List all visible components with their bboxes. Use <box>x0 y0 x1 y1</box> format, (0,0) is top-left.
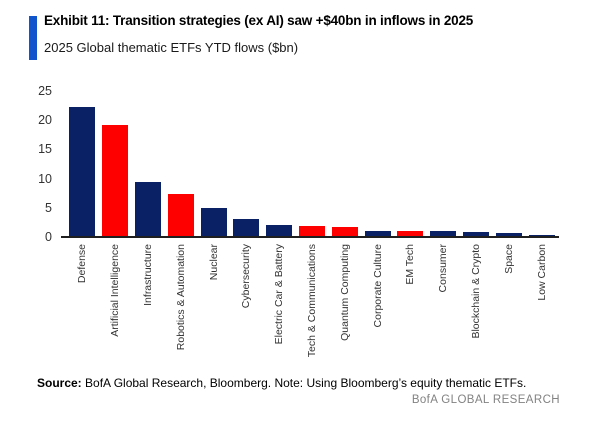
bar-column-quantum-computing <box>328 91 361 237</box>
x-tick-quantum-computing: Quantum Computing <box>328 244 361 372</box>
y-tick-label-0: 0 <box>45 230 52 244</box>
bar-column-blockchain-crypto <box>460 91 493 237</box>
x-axis-line <box>61 236 559 238</box>
x-tick-blockchain-crypto: Blockchain & Crypto <box>460 244 493 372</box>
x-axis: Defense Artificial Intelligence Infrastruc… <box>66 244 558 372</box>
x-tick-space: Space <box>492 244 525 372</box>
exhibit-title: Exhibit 11: Transition strategies (ex AI… <box>44 13 474 28</box>
x-tick-robotics-automation: Robotics & Automation <box>164 244 197 372</box>
bar-defense <box>69 107 96 237</box>
x-tick-label: Corporate Culture <box>371 244 384 328</box>
x-tick-infrastructure: Infrastructure <box>132 244 165 372</box>
x-tick-label: Low Carbon <box>535 244 548 301</box>
x-tick-label: Consumer <box>437 244 450 293</box>
bar-column-defense <box>66 91 99 237</box>
source-text: BofA Global Research, Bloomberg. Note: U… <box>81 376 527 390</box>
x-tick-label: Artificial Intelligence <box>109 244 122 337</box>
x-tick-low-carbon: Low Carbon <box>525 244 558 372</box>
bar-column-cybersecurity <box>230 91 263 237</box>
x-tick-label: Space <box>502 244 515 274</box>
bar-consumer <box>430 231 457 237</box>
x-tick-label: Tech & Communications <box>305 244 318 358</box>
y-tick-label-20: 20 <box>38 113 52 128</box>
x-tick-label: Quantum Computing <box>338 244 351 341</box>
x-tick-label: Nuclear <box>207 244 220 281</box>
y-tick-label-15: 15 <box>38 142 52 157</box>
chart-subtitle: 2025 Global thematic ETFs YTD flows ($bn… <box>44 40 299 55</box>
y-tick-label-5: 5 <box>45 200 52 215</box>
bar-infrastructure <box>134 182 161 237</box>
bar-space <box>495 233 522 237</box>
x-tick-corporate-culture: Corporate Culture <box>361 244 394 372</box>
bar-robotics-automation <box>167 194 194 237</box>
brand-watermark: BofA GLOBAL RESEARCH <box>411 394 560 406</box>
bar-column-em-tech <box>394 91 427 237</box>
exhibit-accent-bar <box>29 16 37 60</box>
x-tick-label: EM Tech <box>404 244 417 285</box>
bar-column-robotics-automation <box>164 91 197 237</box>
bar-cybersecurity <box>233 219 260 237</box>
y-tick-label-25: 25 <box>38 84 52 98</box>
bar-column-infrastructure <box>132 91 165 237</box>
x-tick-nuclear: Nuclear <box>197 244 230 372</box>
x-tick-cybersecurity: Cybersecurity <box>230 244 263 372</box>
x-tick-artificial-intelligence: Artificial Intelligence <box>99 244 132 372</box>
bar-em-tech <box>397 231 424 237</box>
x-tick-label: Cybersecurity <box>240 244 253 309</box>
bar-blockchain-crypto <box>462 232 489 237</box>
bar-nuclear <box>200 208 227 237</box>
plot-area <box>66 91 558 237</box>
bar-column-consumer <box>427 91 460 237</box>
source-note: Source: BofA Global Research, Bloomberg.… <box>37 376 577 390</box>
bar-quantum-computing <box>331 227 358 237</box>
x-tick-label: Defense <box>76 244 89 284</box>
bar-column-nuclear <box>197 91 230 237</box>
x-tick-consumer: Consumer <box>427 244 460 372</box>
source-label: Source: <box>37 376 82 390</box>
bar-column-space <box>492 91 525 237</box>
x-tick-em-tech: EM Tech <box>394 244 427 372</box>
x-tick-label: Robotics & Automation <box>174 244 187 351</box>
bar-column-artificial-intelligence <box>99 91 132 237</box>
bar-artificial-intelligence <box>102 125 129 237</box>
x-tick-defense: Defense <box>66 244 99 372</box>
x-tick-label: Blockchain & Crypto <box>469 244 482 339</box>
bar-column-low-carbon <box>525 91 558 237</box>
bar-column-tech-communications <box>296 91 329 237</box>
bar-tech-communications <box>298 226 325 237</box>
bar-column-electric-car-battery <box>263 91 296 237</box>
x-tick-tech-communications: Tech & Communications <box>296 244 329 372</box>
y-tick-label-10: 10 <box>38 171 52 186</box>
x-tick-label: Electric Car & Battery <box>273 244 286 345</box>
x-tick-label: Infrastructure <box>141 244 154 306</box>
x-tick-electric-car-battery: Electric Car & Battery <box>263 244 296 372</box>
bar-column-corporate-culture <box>361 91 394 237</box>
bar-electric-car-battery <box>266 225 293 237</box>
bar-corporate-culture <box>364 231 391 237</box>
